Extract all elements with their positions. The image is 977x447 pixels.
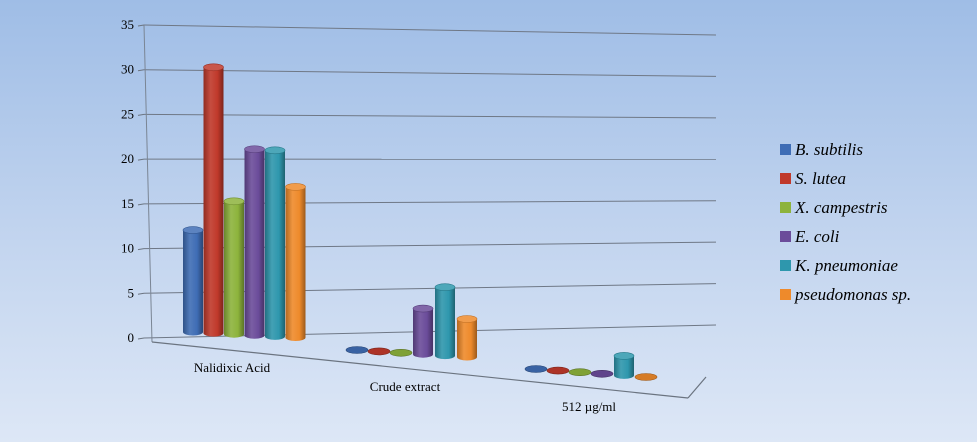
- gridline: [144, 70, 716, 77]
- bar-body: [457, 319, 477, 361]
- bar: [569, 369, 591, 376]
- y-axis-ticks: 0 5 10 15 20 25 30 35: [121, 17, 144, 345]
- bar-base-disc: [525, 366, 547, 373]
- floor-right-edge: [688, 377, 706, 398]
- legend-label: K. pneumoniae: [794, 256, 898, 275]
- legend-label: B. subtilis: [795, 140, 863, 159]
- y-tick-mark: [138, 293, 144, 294]
- bar-base-disc: [591, 370, 613, 377]
- bar-body: [183, 230, 203, 335]
- legend-label: S. lutea: [795, 169, 846, 188]
- bar-body: [245, 149, 265, 339]
- y-tick-label: 25: [121, 106, 134, 121]
- bar: [413, 305, 433, 358]
- bar-top-cap: [183, 227, 203, 234]
- legend-item: B. subtilis: [780, 140, 863, 159]
- legend-swatch: [780, 144, 791, 155]
- bar: [265, 147, 285, 340]
- y-tick-label: 30: [121, 62, 134, 77]
- y-tick-label: 10: [121, 241, 134, 256]
- bar: [346, 347, 368, 354]
- bar-body: [286, 187, 306, 341]
- x-tick-label: Crude extract: [370, 379, 441, 394]
- bar-top-cap: [245, 146, 265, 153]
- bar: [183, 227, 203, 336]
- y-tick-mark: [138, 204, 144, 205]
- bar-top-cap: [265, 147, 285, 154]
- legend-label: E. coli: [794, 227, 840, 246]
- bar: [390, 349, 412, 356]
- bar: [435, 284, 455, 359]
- bar-body: [413, 309, 433, 358]
- legend: B. subtilis S. lutea X. campestris E. coli K…: [780, 140, 911, 304]
- y-tick-mark: [138, 25, 144, 26]
- gridline: [144, 114, 716, 117]
- x-tick-label: Nalidixic Acid: [194, 360, 271, 375]
- back-wall-edge: [144, 25, 152, 342]
- y-tick-mark: [138, 159, 144, 160]
- legend-swatch: [780, 231, 791, 242]
- legend-item: pseudomonas sp.: [780, 285, 911, 304]
- y-tick-mark: [138, 249, 144, 250]
- bar-top-cap: [204, 64, 224, 71]
- bar-base-disc: [569, 369, 591, 376]
- legend-item: X. campestris: [780, 198, 888, 217]
- bar: [525, 366, 547, 373]
- y-tick-label: 15: [121, 196, 134, 211]
- y-tick-mark: [138, 338, 144, 339]
- y-tick-label: 5: [128, 285, 135, 300]
- legend-item: E. coli: [780, 227, 840, 246]
- bar-top-cap: [457, 316, 477, 323]
- legend-label: X. campestris: [794, 198, 888, 217]
- bar-base-disc: [346, 347, 368, 354]
- bar-base-disc: [368, 348, 390, 355]
- legend-swatch: [780, 260, 791, 271]
- y-tick-label: 20: [121, 151, 134, 166]
- bar-body: [435, 287, 455, 359]
- bar-base-disc: [635, 374, 657, 381]
- bar: [547, 367, 569, 374]
- y-tick-label: 35: [121, 17, 134, 32]
- bar-top-cap: [614, 352, 634, 359]
- bar: [286, 183, 306, 341]
- y-tick-mark: [138, 70, 144, 71]
- bar: [635, 374, 657, 381]
- bar-body: [265, 150, 285, 340]
- bar-top-cap: [435, 284, 455, 291]
- bar: [614, 352, 634, 379]
- bar: [368, 348, 390, 355]
- bar: [457, 316, 477, 361]
- x-tick-label: 512 µg/ml: [562, 399, 616, 414]
- bar-body: [204, 67, 224, 336]
- bar: [245, 146, 265, 339]
- bars: [183, 64, 657, 381]
- legend-swatch: [780, 289, 791, 300]
- bar-body: [224, 201, 244, 337]
- bar-top-cap: [413, 305, 433, 312]
- bar: [591, 370, 613, 377]
- bar-base-disc: [547, 367, 569, 374]
- bar-top-cap: [224, 198, 244, 205]
- y-tick-mark: [138, 114, 144, 115]
- legend-swatch: [780, 173, 791, 184]
- bar: [224, 198, 244, 338]
- legend-label: pseudomonas sp.: [794, 285, 911, 304]
- gridline: [144, 25, 716, 35]
- bar-top-cap: [286, 183, 306, 190]
- legend-item: K. pneumoniae: [780, 256, 898, 275]
- legend-swatch: [780, 202, 791, 213]
- bar: [204, 64, 224, 337]
- legend-item: S. lutea: [780, 169, 846, 188]
- bar-base-disc: [390, 349, 412, 356]
- y-tick-label: 0: [128, 330, 135, 345]
